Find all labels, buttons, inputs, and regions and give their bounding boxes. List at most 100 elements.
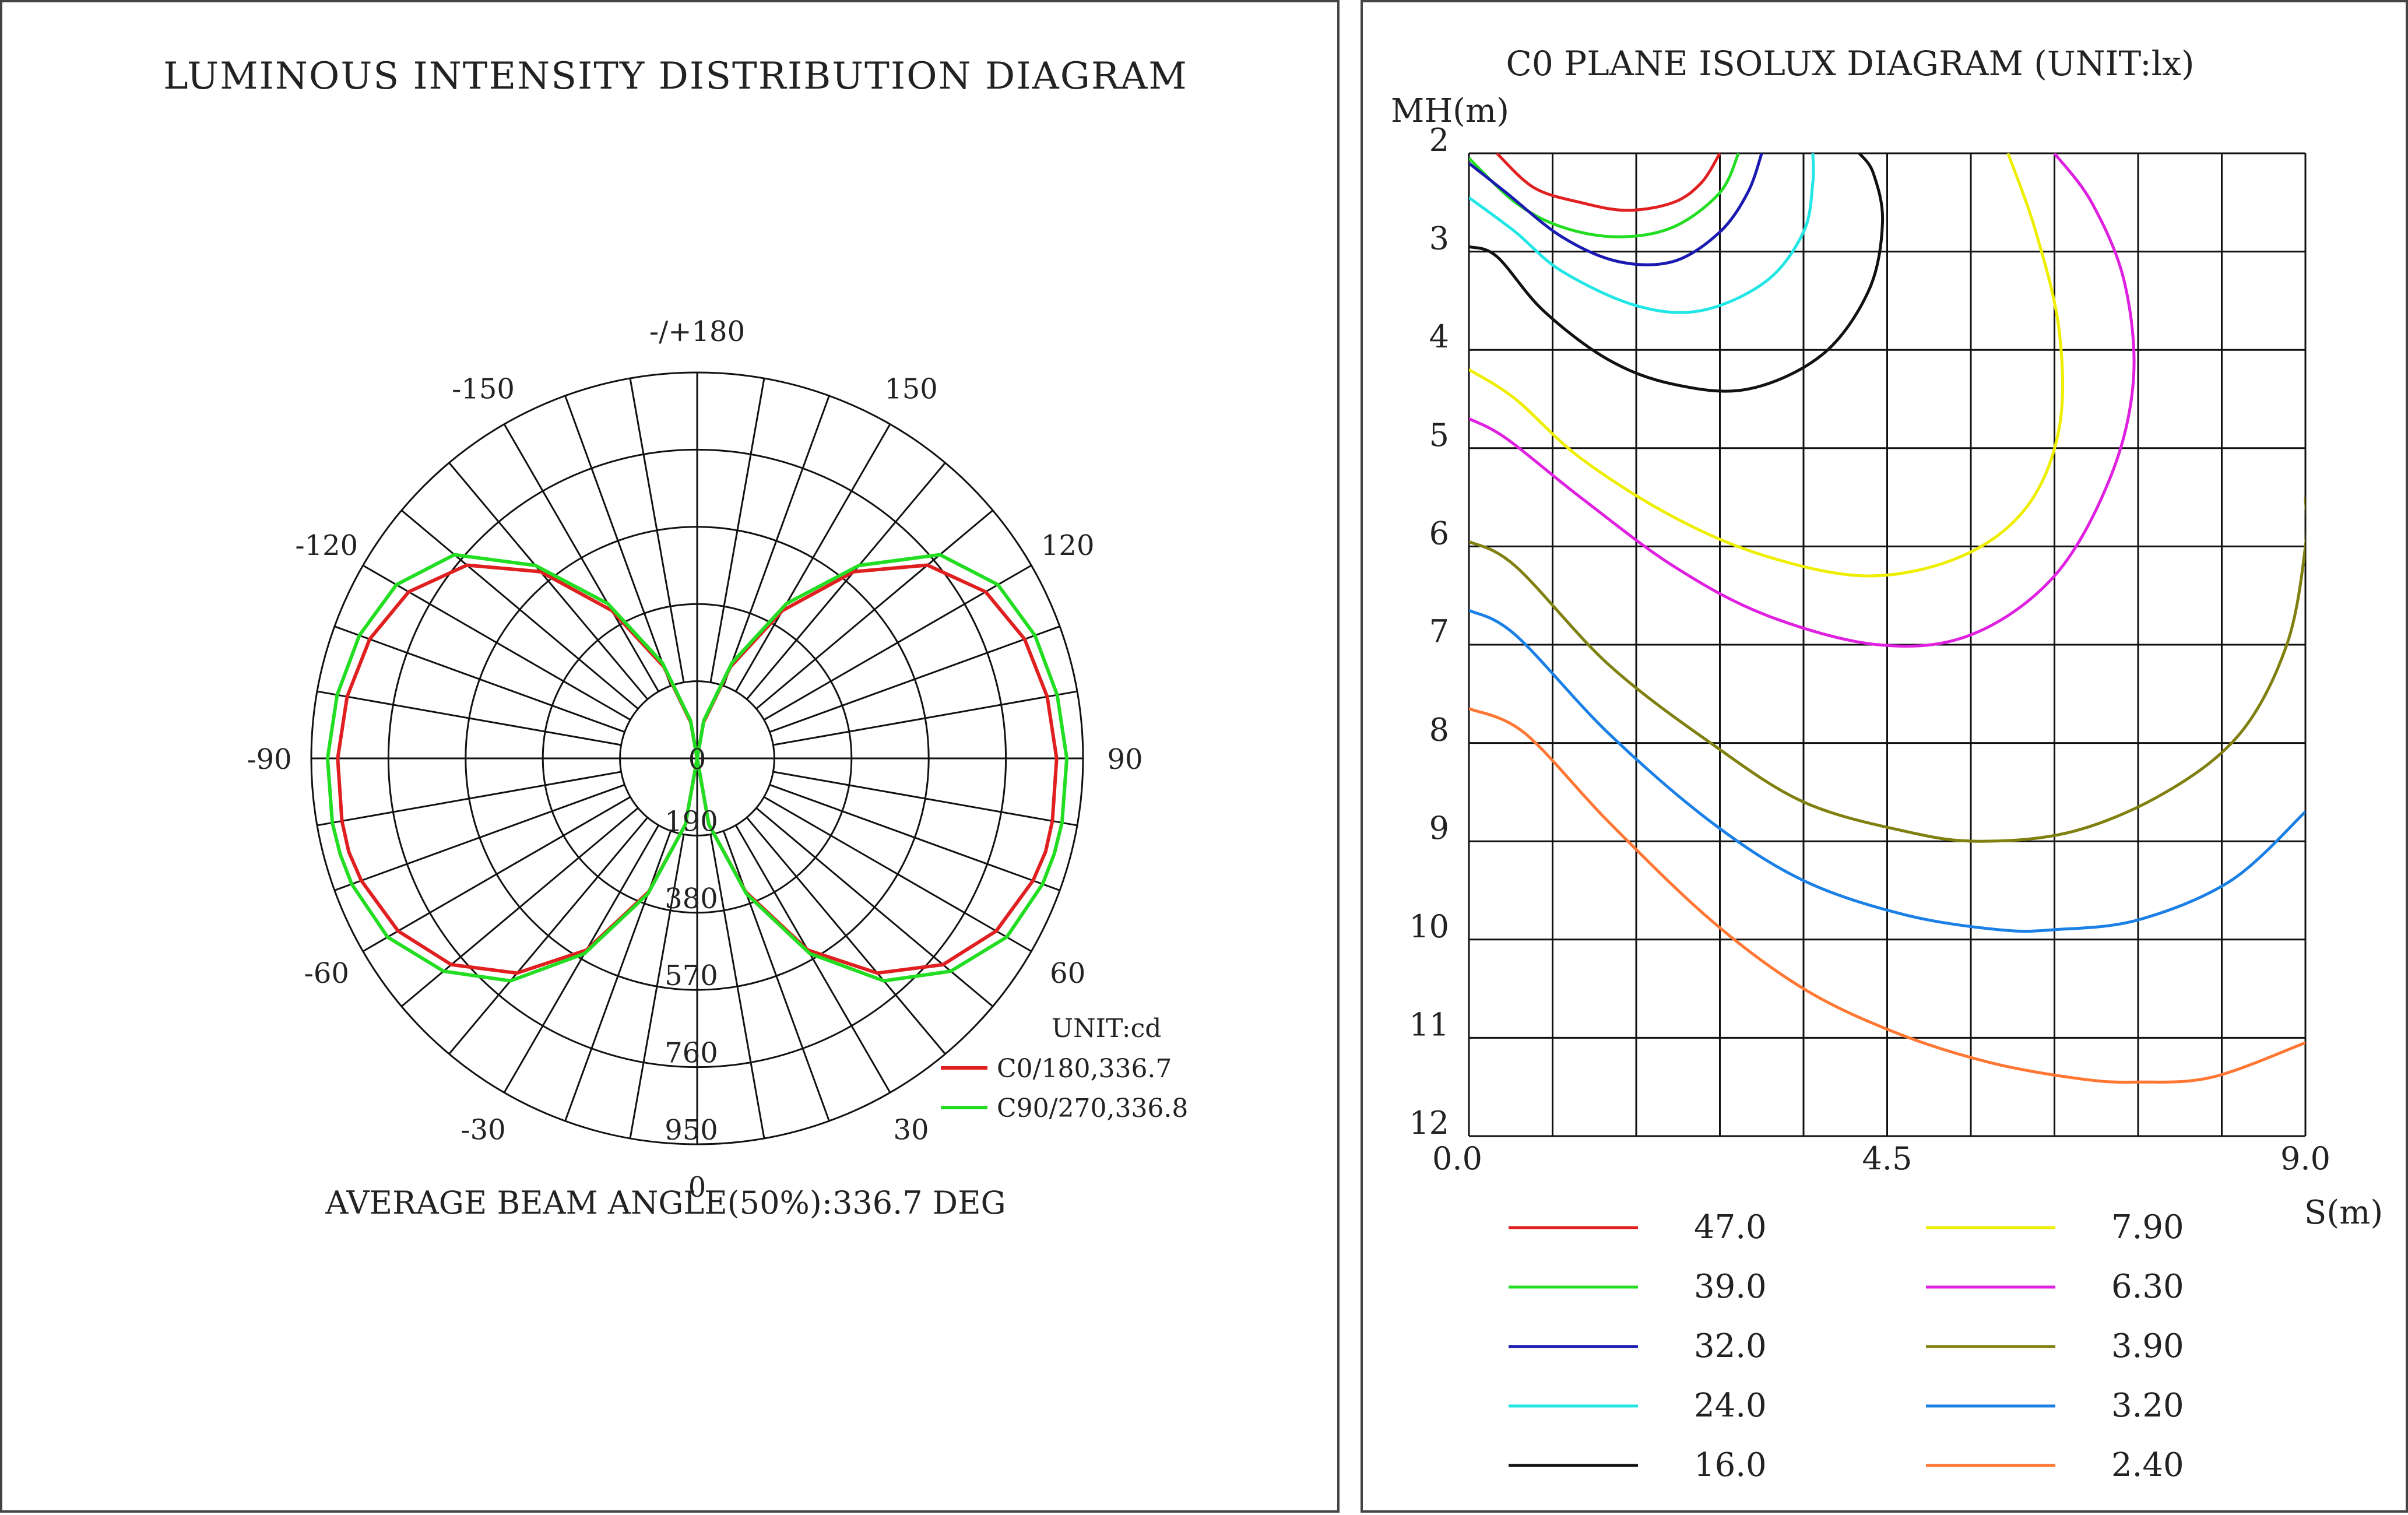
x-tick-label: 4.5 (1862, 1140, 1913, 1177)
isolux-chart-title: C0 PLANE ISOLUX DIAGRAM (UNIT:lx) (1506, 44, 2194, 83)
polar-spoke (755, 807, 994, 1007)
polar-spoke (317, 771, 621, 827)
isolux-curves (1469, 153, 2305, 1084)
polar-spoke (317, 690, 621, 746)
legend-entry: 24.0 (1694, 1387, 1767, 1425)
isolux-curve-7-90 (1469, 153, 2064, 578)
y-tick-label: 8 (1429, 712, 1449, 748)
isolux-curve-16-0 (1469, 153, 1885, 393)
polar-curves (325, 553, 1069, 983)
isolux-curve-6-30 (1469, 153, 2136, 648)
x-tick-label: 0.0 (1432, 1140, 1482, 1177)
angle-label: -120 (295, 529, 358, 562)
y-axis-title: MH(m) (1391, 92, 1509, 130)
y-tick-label: 10 (1409, 908, 1449, 945)
legend-entry: C0/180,336.7 (997, 1054, 1172, 1084)
polar-series-0 (336, 563, 1059, 975)
polar-grid (310, 371, 1084, 1145)
polar-spoke (503, 423, 660, 693)
polar-spoke (734, 423, 891, 693)
legend-entry: C90/270,336.8 (997, 1094, 1188, 1123)
isolux-curve-47-0 (1496, 153, 1721, 212)
x-tick-label: 9.0 (2280, 1140, 2330, 1177)
polar-curve-right (695, 553, 1069, 983)
polar-spoke (763, 796, 1032, 952)
polar-curve-right (695, 563, 1059, 975)
radial-tick-label: 380 (665, 883, 718, 915)
radial-tick-label: 570 (665, 959, 718, 992)
y-tick-label: 7 (1429, 613, 1449, 650)
polar-spoke (448, 462, 649, 700)
isolux-chart: C0 PLANE ISOLUX DIAGRAM (UNIT:lx) MH(m) … (1391, 44, 2383, 1484)
isolux-diagram-panel: C0 PLANE ISOLUX DIAGRAM (UNIT:lx) MH(m) … (1361, 0, 2408, 1513)
polar-spoke (709, 834, 765, 1139)
polar-spoke (722, 830, 830, 1122)
polar-spoke (629, 834, 685, 1139)
legend-entry: 16.0 (1694, 1446, 1767, 1484)
polar-spoke (734, 824, 891, 1094)
polar-spoke (746, 817, 946, 1055)
y-tick-label: 12 (1409, 1105, 1449, 1141)
radial-tick-label: 950 (665, 1114, 718, 1147)
y-tick-label: 11 (1409, 1006, 1449, 1043)
isolux-grid (1468, 152, 2307, 1137)
polar-curve-left (336, 563, 699, 975)
polar-spoke (746, 462, 946, 700)
y-tick-label: 9 (1429, 810, 1449, 846)
polar-chart-title: LUMINOUS INTENSITY DISTRIBUTION DIAGRAM (163, 55, 1188, 98)
angle-label: 90 (1107, 743, 1143, 776)
angle-label: -150 (452, 372, 515, 405)
legend-entry: 47.0 (1694, 1208, 1767, 1246)
polar-spoke (362, 796, 631, 952)
polar-legend: C0/180,336.7 C90/270,336.8 (941, 1054, 1188, 1123)
intensity-distribution-panel: LUMINOUS INTENSITY DISTRIBUTION DIAGRAM … (0, 0, 1340, 1513)
isolux-curve-2-40 (1469, 707, 2305, 1084)
isolux-curve-32-0 (1469, 153, 1763, 266)
y-tick-label: 3 (1429, 220, 1449, 257)
polar-spoke (629, 378, 685, 683)
polar-spoke (334, 625, 625, 733)
polar-spoke (773, 690, 1078, 746)
legend-entry: 7.90 (2111, 1208, 2184, 1246)
angle-label: -90 (247, 743, 291, 776)
y-tick-label: 5 (1429, 417, 1449, 454)
polar-center-label: 0 (688, 743, 706, 776)
polar-spoke (334, 783, 625, 891)
radial-tick-label: 190 (665, 805, 718, 838)
isolux-curve-3-20 (1469, 609, 2305, 933)
legend-entry: 3.90 (2111, 1327, 2184, 1365)
y-tick-label: 2 (1429, 122, 1449, 159)
polar-spoke (503, 824, 660, 1094)
polar-spoke (769, 783, 1060, 891)
x-axis-title: S(m) (2304, 1194, 2383, 1232)
y-tick-label: 4 (1429, 318, 1449, 355)
polar-spoke (755, 509, 994, 710)
polar-spoke (722, 395, 830, 687)
polar-spoke (362, 564, 631, 721)
legend-entry: 3.20 (2111, 1387, 2184, 1425)
polar-spoke (448, 817, 649, 1055)
angle-label: -60 (304, 957, 349, 990)
y-tick-label: 6 (1429, 515, 1449, 551)
legend-entry: 6.30 (2111, 1268, 2184, 1306)
polar-spoke (769, 625, 1060, 733)
polar-spoke (709, 378, 765, 683)
polar-spoke (400, 509, 639, 710)
polar-labels: -/+180 150 -150 120 -120 90 -90 60 -60 30 -30 0 0 190… (247, 315, 1143, 1204)
angle-label: 60 (1050, 957, 1085, 990)
polar-spoke (773, 771, 1078, 827)
legend-entry: 32.0 (1694, 1327, 1767, 1365)
isolux-curve-24-0 (1469, 153, 1815, 314)
polar-curve-left (325, 553, 699, 983)
angle-label: 150 (884, 372, 938, 405)
isolux-curve-3-90 (1469, 497, 2305, 843)
legend-entry: 2.40 (2111, 1446, 2184, 1484)
polar-series-1 (325, 553, 1069, 983)
beam-angle-footer: AVERAGE BEAM ANGLE(50%):336.7 DEG (325, 1184, 1006, 1221)
polar-spoke (763, 564, 1032, 721)
legend-entry: 39.0 (1694, 1268, 1767, 1306)
angle-label: -30 (460, 1114, 505, 1147)
isolux-legend: 47.0 39.0 32.0 24.0 16.0 7.90 6.30 3.90 3.20 2.40 (1509, 1208, 2184, 1484)
polar-spoke (564, 830, 672, 1122)
angle-label: 30 (893, 1114, 929, 1147)
